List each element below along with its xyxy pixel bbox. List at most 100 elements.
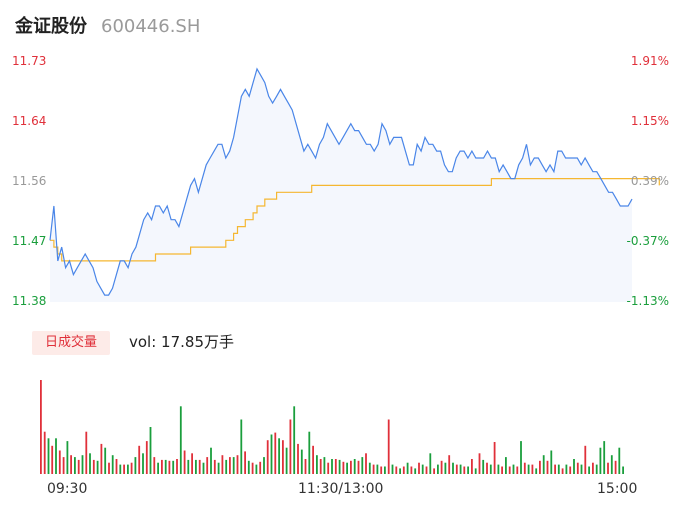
stock-header: 金证股份 600446.SH — [15, 12, 200, 40]
volume-bar — [259, 461, 262, 474]
volume-bar — [202, 462, 205, 474]
volume-bar — [232, 457, 235, 474]
volume-bar — [357, 460, 360, 474]
volume-bar — [365, 453, 367, 474]
volume-bar — [459, 464, 462, 474]
volume-bar — [312, 445, 314, 474]
volume-bar — [51, 445, 54, 474]
volume-bar — [531, 464, 534, 474]
price-line — [49, 67, 633, 296]
stock-name: 金证股份 — [15, 16, 87, 37]
volume-bar — [542, 455, 545, 474]
volume-bar — [440, 460, 443, 474]
stock-code: 600446.SH — [101, 16, 201, 37]
volume-bar — [467, 466, 469, 474]
volume-bar — [520, 441, 522, 474]
volume-bar — [406, 462, 409, 474]
volume-bar — [384, 466, 386, 474]
volume-bar — [535, 468, 538, 474]
average-price-line — [50, 178, 660, 262]
volume-bar — [546, 460, 549, 474]
volume-bar — [361, 457, 364, 474]
volume-bar — [100, 443, 103, 474]
volume-bar — [92, 459, 95, 474]
volume-bar — [274, 432, 277, 474]
volume-bar — [414, 468, 417, 474]
volume-bar — [300, 449, 303, 474]
volume-bar — [350, 460, 352, 474]
volume-bar — [81, 455, 84, 474]
volume-bar — [353, 459, 356, 474]
volume-bar — [380, 466, 383, 474]
volume-bar — [584, 445, 587, 474]
volume-bar — [523, 462, 526, 474]
volume-bar — [255, 464, 258, 474]
volume-bar — [153, 457, 156, 474]
volume-bar — [247, 460, 250, 474]
volume-bar — [127, 464, 129, 474]
volume-bar — [168, 460, 171, 474]
volume-bar — [402, 466, 405, 474]
volume-bar — [217, 462, 220, 474]
volume-bar — [149, 427, 152, 474]
volume-bar — [622, 466, 624, 474]
volume-bar — [474, 468, 477, 474]
volume-bar — [96, 460, 99, 474]
volume-bar — [372, 464, 375, 474]
volume-bar — [134, 457, 137, 474]
volume-bar — [437, 464, 439, 474]
volume-bar — [123, 464, 125, 474]
volume-bar — [527, 464, 530, 474]
volume-bar — [130, 462, 133, 474]
volume-bar — [145, 441, 148, 474]
volume-bar — [433, 468, 435, 474]
percent-tick-2: 0.39% — [630, 174, 669, 188]
volume-bar — [410, 466, 413, 474]
volume-bar — [293, 406, 296, 474]
volume-bar — [342, 461, 345, 474]
volume-bar — [573, 459, 575, 474]
volume-bar — [66, 441, 69, 474]
volume-bar — [471, 459, 473, 474]
volume-bar — [505, 457, 507, 474]
volume-bar — [89, 453, 91, 474]
volume-bar — [316, 455, 318, 474]
volume-bar — [331, 459, 333, 474]
volume-bar — [557, 464, 560, 474]
price-tick-3: 11.47 — [12, 234, 47, 248]
volume-bar — [592, 462, 594, 474]
volume-bar — [221, 455, 224, 474]
volume-bar — [40, 380, 42, 474]
volume-bar — [588, 466, 590, 474]
volume-bar — [251, 462, 254, 474]
volume-bar — [452, 462, 454, 474]
volume-bar — [289, 419, 292, 474]
volume-bar — [463, 466, 466, 474]
volume-bar — [607, 462, 609, 474]
volume-bar — [278, 438, 280, 474]
volume-bar — [240, 419, 243, 474]
volume-bar — [512, 464, 515, 474]
volume-bar — [576, 462, 579, 474]
volume-bar — [478, 453, 481, 474]
time-tick-close: 15:00 — [597, 481, 638, 497]
volume-bar — [323, 457, 326, 474]
volume-bar — [119, 464, 122, 474]
volume-bar — [319, 459, 322, 474]
volume-bar — [229, 457, 231, 474]
volume-bar — [77, 459, 80, 474]
volume-bar — [425, 466, 428, 474]
price-tick-0: 11.73 — [12, 54, 47, 68]
volume-bar — [346, 462, 348, 474]
volume-bar — [497, 464, 500, 474]
volume-bar — [195, 459, 197, 474]
volume-bar — [104, 447, 107, 474]
volume-bar — [599, 447, 602, 474]
volume-bar — [142, 453, 144, 474]
volume-bar — [376, 464, 379, 474]
volume-bar — [179, 406, 182, 474]
volume-bar — [338, 459, 341, 474]
volume-bar — [47, 438, 50, 474]
percent-tick-4: -1.13% — [626, 294, 669, 308]
